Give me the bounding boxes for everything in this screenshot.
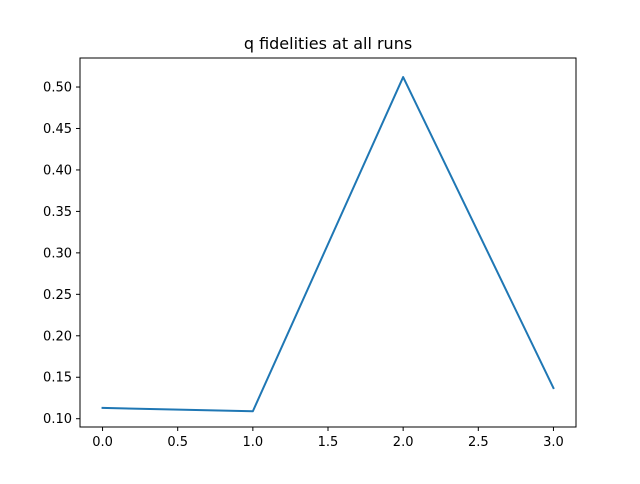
x-tick-label: 3.0: [543, 435, 564, 450]
y-tick-label: 0.15: [43, 371, 72, 386]
chart-title: q fidelities at all runs: [244, 34, 412, 53]
plot-area-frame: [79, 57, 577, 428]
x-tick-label: 2.0: [393, 435, 414, 450]
y-tick-label: 0.40: [43, 163, 72, 178]
y-tick-label: 0.45: [43, 122, 72, 137]
x-tick-label: 1.0: [243, 435, 264, 450]
x-axis-ticks: 0.0 0.5 1.0 1.5 2.0 2.5 3.0: [92, 427, 564, 450]
x-tick-label: 0.5: [167, 435, 188, 450]
y-tick-label: 0.25: [43, 288, 72, 303]
y-tick-label: 0.35: [43, 205, 72, 220]
y-tick-label: 0.10: [43, 412, 72, 427]
x-tick-label: 0.0: [92, 435, 113, 450]
series-layer: [101, 76, 555, 413]
y-tick-label: 0.20: [43, 329, 72, 344]
y-axis-ticks: 0.10 0.15 0.20 0.25 0.30 0.35 0.40 0.45 0.50: [43, 81, 80, 427]
series-line-0: [101, 76, 555, 413]
x-tick-label: 2.5: [468, 435, 489, 450]
y-tick-label: 0.30: [43, 246, 72, 261]
x-tick-label: 1.5: [318, 435, 339, 450]
y-tick-label: 0.50: [43, 81, 72, 96]
